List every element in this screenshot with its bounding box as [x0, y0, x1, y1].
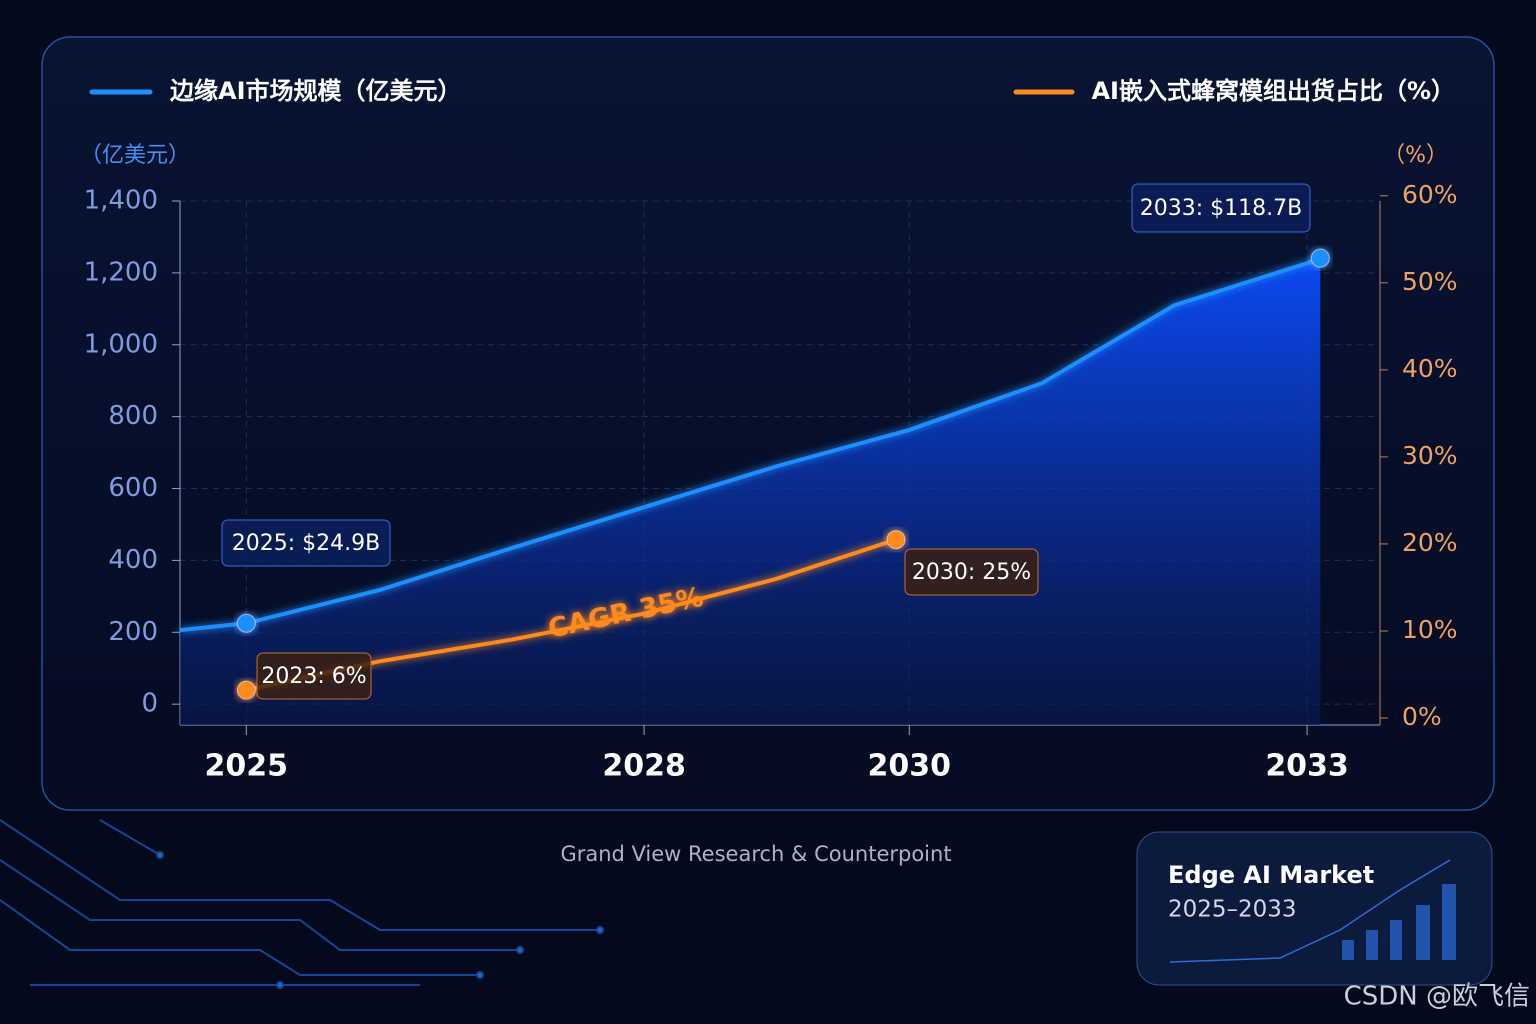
- annotation-box: [1131, 183, 1311, 233]
- card-subtitle: 2025–2033: [1168, 897, 1297, 923]
- y2-tick-label: 10%: [1402, 615, 1458, 644]
- y2-tick-label: 30%: [1402, 441, 1458, 470]
- y2-tick-label: 0%: [1402, 702, 1442, 731]
- y-axis-unit: （亿美元）: [80, 143, 190, 168]
- watermark: CSDN @欧飞信: [1344, 982, 1530, 1012]
- area: [180, 258, 1321, 725]
- annotation-box: [256, 652, 372, 700]
- x-tick-label: 2025: [205, 749, 289, 784]
- legend-label: 边缘AI市场规模（亿美元）: [170, 77, 462, 105]
- y-tick-label: 400: [108, 545, 158, 575]
- point: [236, 680, 256, 700]
- y-tick-label: 800: [108, 401, 158, 431]
- y-tick-label: 1,400: [84, 186, 158, 216]
- y-tick-label: 200: [108, 617, 158, 647]
- annotation: 2033: $118.7B: [1140, 196, 1302, 221]
- y2-tick-label: 40%: [1402, 354, 1458, 383]
- x-tick-label: 2033: [1265, 749, 1349, 784]
- x-tick-label: 2030: [868, 749, 952, 784]
- y-tick-label: 600: [108, 473, 158, 503]
- y2-tick-label: 50%: [1402, 267, 1458, 296]
- point: [886, 530, 906, 550]
- card-icon: [1169, 859, 1456, 963]
- x-tick-label: 2028: [602, 749, 686, 784]
- annotation-box: [904, 548, 1039, 596]
- y2-axis-unit: （%）: [1383, 143, 1448, 168]
- y-tick-label: 0: [141, 689, 158, 719]
- y-tick-label: 1,200: [84, 257, 158, 287]
- y2-tick-label: 20%: [1402, 528, 1458, 557]
- point: [1310, 248, 1330, 268]
- annotation: 2023: 6%: [261, 664, 366, 689]
- point: [236, 613, 256, 633]
- y2-tick-label: 60%: [1402, 180, 1458, 209]
- info-card: [1136, 831, 1493, 986]
- annotation: 2025: $24.9B: [232, 531, 380, 556]
- source: Grand View Research & Counterpoint: [560, 842, 951, 866]
- annotation-box: [221, 519, 391, 567]
- y-tick-label: 1,000: [84, 329, 158, 359]
- card-title: Edge AI Market: [1168, 861, 1374, 889]
- circuit-decor: [0, 819, 604, 989]
- annotation: 2030: 25%: [912, 560, 1031, 585]
- legend-label: AI嵌入式蜂窝模组出货占比（%）: [1091, 77, 1455, 105]
- line: [179, 256, 1322, 633]
